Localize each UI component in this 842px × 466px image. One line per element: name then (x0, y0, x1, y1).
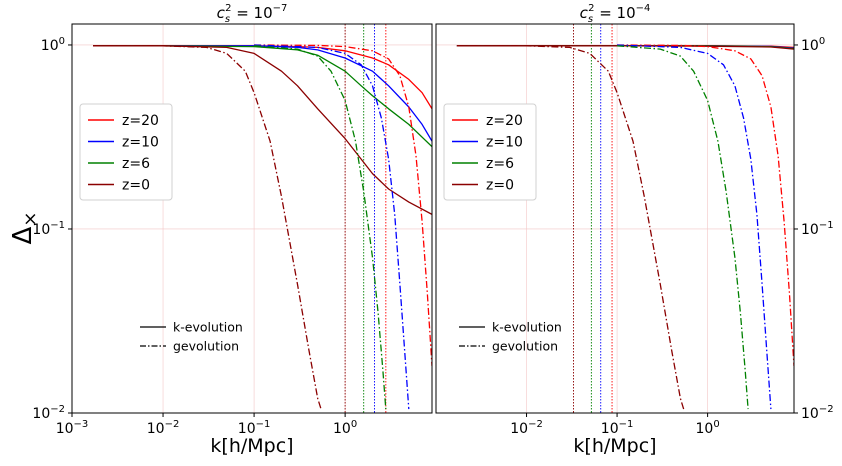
legend-label: z=10 (486, 135, 523, 151)
legend-item: z=0 (452, 178, 514, 194)
series-line-z-10-gevolution (254, 44, 410, 410)
y-tick-label: 100 (41, 36, 65, 54)
style-legend-label: k-evolution (173, 320, 243, 335)
legend-label: z=6 (122, 156, 150, 172)
y-tick-label: 10−1 (32, 220, 65, 238)
legend-item: z=10 (88, 135, 159, 151)
legend-item: z=6 (88, 156, 150, 172)
style-legend: k-evolution gevolution (459, 320, 562, 354)
x-tick-label: 10−1 (601, 419, 634, 437)
style-legend-label: gevolution (492, 339, 558, 354)
x-axis-label: k[h/Mpc] (573, 435, 656, 457)
style-legend-label: gevolution (173, 339, 239, 354)
y-tick-label: 10−2 (32, 404, 65, 422)
series-line-z-10-gevolution (617, 44, 772, 410)
axes-frame (71, 23, 433, 414)
legend-box (79, 103, 173, 201)
legend-box (443, 103, 537, 201)
legend-item: z=20 (88, 113, 159, 129)
legend-label: z=10 (122, 135, 159, 151)
legend-item: z=6 (452, 156, 514, 172)
series-line-z-20-gevolution (254, 44, 432, 367)
legend-label: z=20 (486, 113, 523, 129)
y-axis-label: Δ× (8, 212, 41, 245)
plot-area (93, 24, 432, 413)
y-tick-label: 10−2 (801, 404, 834, 422)
x-tick-label: 10−1 (238, 419, 271, 437)
x-tick-label: 10−2 (147, 419, 180, 437)
legend-label: z=20 (122, 113, 159, 129)
legend-item: z=20 (452, 113, 523, 129)
series-line-z-0-gevolution (456, 45, 685, 411)
x-tick-label: 10−3 (56, 419, 89, 437)
style-legend-item: k-evolution (140, 320, 243, 335)
x-tick-label: 100 (696, 419, 720, 437)
legend-item: z=10 (452, 135, 523, 151)
panel-title: cs2 = 10−4 (580, 3, 651, 25)
legend-item: z=0 (88, 178, 150, 194)
series-line-z-20-gevolution (617, 44, 794, 367)
series-line-z-0-gevolution (93, 45, 323, 411)
series-line-z-6-gevolution (617, 45, 749, 410)
x-tick-label: 10−2 (510, 419, 543, 437)
style-legend-item: k-evolution (459, 320, 562, 335)
legend-label: z=0 (122, 178, 150, 194)
series-line-z-6 (93, 45, 432, 148)
y-tick-label: 10−1 (801, 220, 834, 238)
series-line-z-0 (93, 45, 432, 215)
x-axis-label: k[h/Mpc] (210, 435, 293, 457)
series-line-z-6-gevolution (254, 45, 387, 410)
legend: z=20 z=10 z=6 z=0 (79, 103, 173, 201)
plot-area (456, 24, 794, 413)
axes-frame (435, 23, 795, 414)
style-legend-item: gevolution (459, 339, 558, 354)
legend-label: z=0 (486, 178, 514, 194)
style-legend-item: gevolution (140, 339, 239, 354)
y-tick-label: 100 (801, 36, 825, 54)
right-panel: 10−2 10−1 100 100 10−1 10−2 cs2 = 10−4 k[h/Mpc]… (435, 3, 834, 457)
style-legend-label: k-evolution (492, 320, 562, 335)
style-legend: k-evolution gevolution (140, 320, 243, 354)
legend-label: z=6 (486, 156, 514, 172)
legend: z=20 z=10 z=6 z=0 (443, 103, 537, 201)
x-tick-label: 100 (333, 419, 357, 437)
panel-title: cs2 = 10−7 (217, 3, 288, 25)
